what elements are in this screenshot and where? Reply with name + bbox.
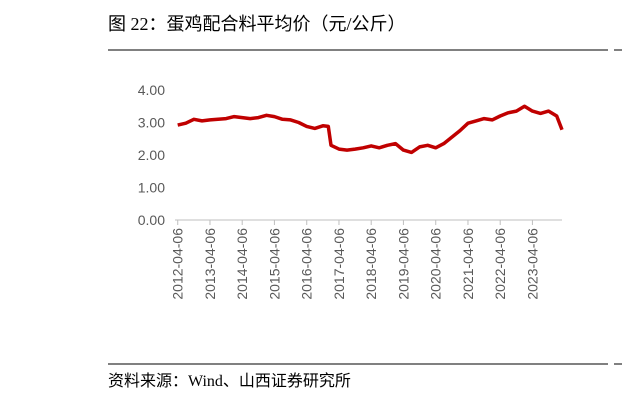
x-tick-label: 2014-04-06 (234, 228, 250, 300)
x-tick-label: 2023-04-06 (524, 228, 540, 300)
x-tick-label: 2016-04-06 (299, 228, 315, 300)
y-tick-label: 4.00 (138, 82, 165, 98)
y-tick-label: 0.00 (138, 212, 165, 228)
x-tick-label: 2022-04-06 (492, 228, 508, 300)
x-tick-label: 2013-04-06 (202, 228, 218, 300)
x-tick-label: 2020-04-06 (428, 228, 444, 300)
source-note: 资料来源：Wind、山西证券研究所 (108, 372, 351, 390)
x-tick-label: 2012-04-06 (170, 228, 186, 300)
x-tick-label: 2017-04-06 (331, 228, 347, 300)
y-tick-label: 2.00 (138, 147, 165, 163)
data-line (177, 104, 564, 155)
x-tick-label: 2015-04-06 (266, 228, 282, 300)
chart-title: 图 22：蛋鸡配合料平均价（元/公斤） (108, 14, 406, 34)
x-tick-label: 2021-04-06 (460, 228, 476, 300)
y-tick-label: 3.00 (138, 115, 165, 131)
x-tick-label: 2019-04-06 (395, 228, 411, 300)
y-tick-label: 1.00 (138, 180, 165, 196)
x-tick-label: 2018-04-06 (363, 228, 379, 300)
